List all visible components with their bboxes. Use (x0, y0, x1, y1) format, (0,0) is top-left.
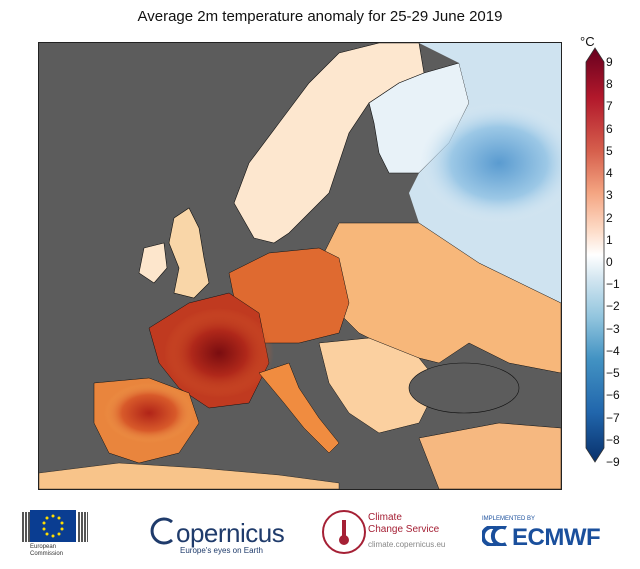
eu-stars-icon (42, 514, 64, 538)
colorbar-unit: °C (580, 34, 595, 49)
map-canvas (39, 43, 561, 489)
colorbar-tick-label: 2 (606, 210, 613, 225)
colorbar-tick-label: −3 (606, 321, 620, 336)
colorbar-tick-label: −1 (606, 277, 620, 292)
colorbar-tick-label: 4 (606, 166, 613, 181)
eu-building-icon (78, 512, 88, 542)
thermometer-icon (322, 510, 366, 554)
anatolia-region (418, 422, 561, 489)
colorbar-tick-label: 5 (606, 143, 613, 158)
colorbar-tick-label: −6 (606, 388, 620, 403)
colorbar-tick-label: −7 (606, 410, 620, 425)
colorbar-tick-label: 9 (606, 55, 613, 69)
copernicus-c-icon (150, 517, 173, 545)
eu-flag-icon (30, 510, 76, 542)
c3s-logo-text: Climate Change Service (368, 512, 440, 535)
logo-strip: European Commission opernicus Europe's e… (0, 500, 640, 569)
colorbar-tick-label: −9 (606, 455, 620, 469)
colorbar-tick-label: 3 (606, 188, 613, 203)
colorbar-tick-label: 0 (606, 255, 613, 269)
ireland (138, 242, 168, 284)
colorbar-gradient (585, 47, 605, 463)
ecmwf-implemented-label: IMPLEMENTED BY (482, 516, 536, 522)
colorbar-tick-label: −2 (606, 299, 620, 314)
colorbar-tick-label: 1 (606, 232, 613, 247)
north-africa-region (39, 462, 340, 489)
eu-caption: European Commission (30, 544, 64, 557)
colorbar-tick-label: −8 (606, 432, 620, 447)
colorbar (585, 47, 605, 463)
copernicus-logo-text: opernicus (176, 518, 285, 548)
italy-region (258, 362, 340, 454)
colorbar-tick-label: 6 (606, 121, 613, 136)
colorbar-tick-label: 8 (606, 77, 613, 92)
copernicus-tagline: Europe's eyes on Earth (180, 546, 263, 555)
colorbar-tick-label: −5 (606, 366, 620, 381)
ecmwf-mark-icon (482, 526, 507, 546)
eu-building-icon (22, 512, 32, 542)
colorbar-tick-label: 7 (606, 99, 613, 114)
balkans-region (318, 337, 440, 434)
colorbar-tick-label: −4 (606, 343, 620, 358)
great-britain (168, 207, 210, 299)
c3s-url: climate.copernicus.eu (368, 540, 446, 549)
ecmwf-logo-text: ECMWF (512, 524, 601, 551)
map-title: Average 2m temperature anomaly for 25-29… (137, 8, 503, 25)
black-sea (408, 362, 520, 414)
temperature-anomaly-map (38, 42, 562, 490)
